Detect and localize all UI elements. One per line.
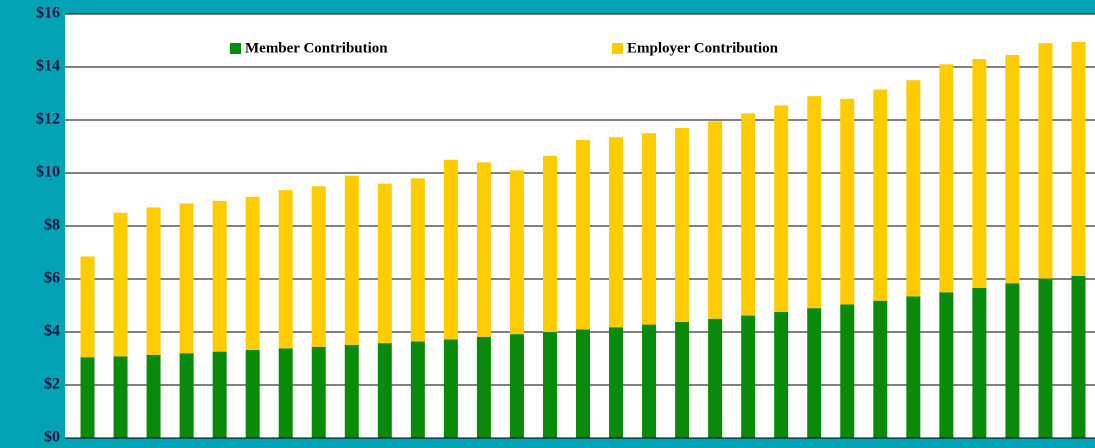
bar-segment (212, 351, 227, 438)
legend-label: Member Contribution (245, 40, 388, 56)
bar-segment (609, 327, 624, 438)
bar-segment (576, 139, 590, 330)
bar-segment (212, 200, 227, 352)
bar-segment (873, 300, 888, 438)
legend-swatch (230, 43, 241, 54)
bar-segment (146, 207, 161, 355)
bar-segment (377, 183, 392, 344)
bar-segment (972, 59, 987, 289)
bar-segment (344, 175, 359, 345)
bar-segment (311, 186, 326, 347)
bar-segment (476, 162, 491, 337)
bar-segment (906, 80, 921, 297)
bar-segment (906, 296, 921, 438)
bar-segment (642, 133, 657, 325)
bar-segment (113, 212, 128, 357)
y-tick-label: $2 (44, 376, 60, 393)
bar-segment (311, 346, 326, 438)
bar-segment (179, 203, 194, 354)
bar-segment (774, 311, 789, 438)
bar-segment (542, 155, 557, 332)
bar-segment (179, 353, 194, 438)
y-tick-label: $4 (44, 323, 60, 340)
bar-segment (1005, 283, 1020, 438)
bar-segment (642, 324, 657, 438)
bar-segment (1071, 275, 1086, 438)
bar-segment (509, 170, 524, 335)
bar-segment (245, 350, 260, 438)
bar-segment (476, 336, 491, 438)
bar-segment (443, 339, 458, 438)
bar-segment (80, 357, 95, 438)
bar-segment (1038, 43, 1053, 279)
bar-segment (113, 356, 128, 438)
bar-segment (708, 318, 723, 438)
bar-segment (410, 341, 425, 438)
bar-segment (675, 127, 690, 322)
bar-segment (840, 304, 855, 438)
bar-segment (278, 190, 293, 349)
bar-segment (1071, 41, 1086, 276)
y-tick-label: $8 (44, 217, 60, 234)
bar-segment (80, 256, 95, 358)
bar-segment (939, 64, 954, 293)
y-tick-label: $0 (44, 429, 60, 446)
bar-segment (774, 105, 789, 312)
bar-segment (377, 343, 392, 438)
y-tick-label: $10 (36, 164, 60, 181)
bar-segment (741, 113, 756, 316)
legend: Member Contribution Employer Contribution (230, 40, 779, 56)
bar-segment (741, 315, 756, 438)
bar-segment (509, 334, 524, 438)
bar-segment (542, 332, 557, 438)
bar-segment (675, 321, 690, 438)
bar-segment (576, 329, 590, 438)
bar-segment (708, 121, 723, 319)
bar-segment (840, 98, 855, 305)
bar-segment (873, 89, 888, 301)
bar-segment (443, 159, 458, 340)
y-tick-label: $16 (36, 5, 60, 22)
y-tick-label: $12 (36, 111, 60, 128)
bar-segment (609, 137, 624, 328)
bar-segment (807, 96, 822, 309)
bar-segment (146, 354, 161, 438)
bar-segment (939, 292, 954, 438)
bar-segment (1005, 55, 1020, 284)
bar-segment (972, 288, 987, 438)
legend-swatch (612, 43, 623, 54)
bar-segment (245, 196, 260, 351)
legend-label: Employer Contribution (627, 40, 779, 56)
bar-segment (344, 344, 359, 438)
y-tick-label: $6 (44, 270, 60, 287)
bar-segment (1038, 278, 1053, 438)
bar-segment (807, 308, 822, 438)
bar-segment (278, 348, 293, 438)
bar-segment (410, 178, 425, 342)
y-tick-label: $14 (36, 58, 60, 75)
